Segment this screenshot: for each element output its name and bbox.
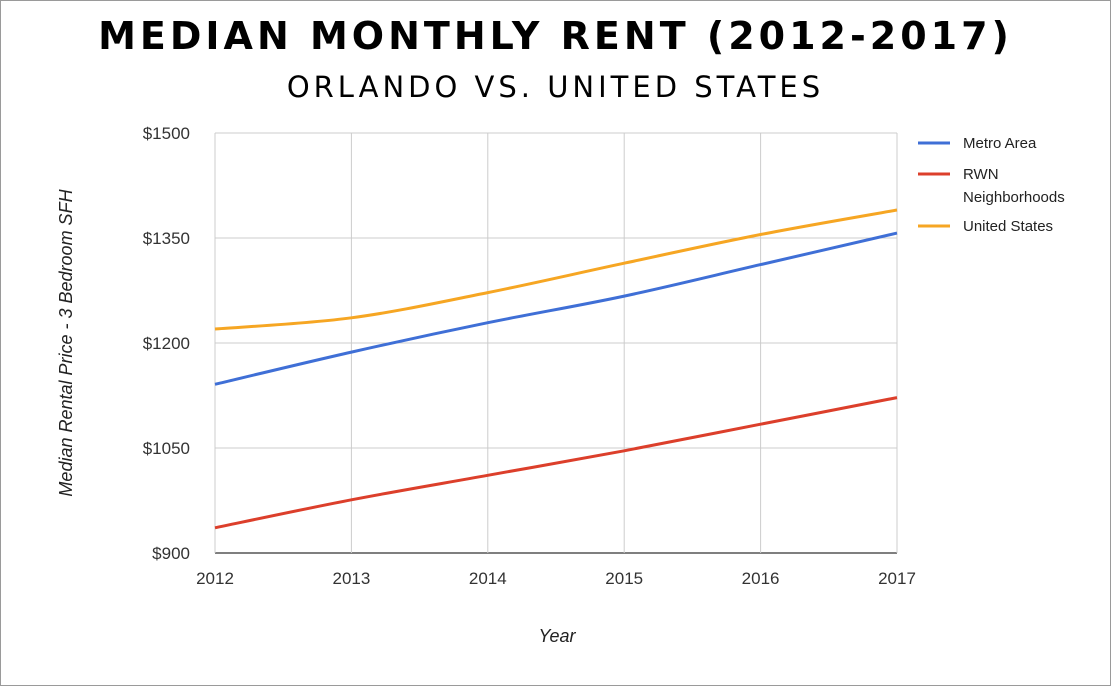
legend-label: United States [963, 218, 1053, 235]
y-tick-label: $1050 [143, 439, 190, 458]
x-tick-label: 2013 [332, 569, 370, 588]
legend: Metro Area RWN Neighborhoods United States [918, 135, 1065, 235]
x-axis-ticks: 2012 2013 2014 2015 2016 2017 [196, 569, 916, 588]
legend-label: Neighborhoods [963, 189, 1065, 206]
x-tick-label: 2015 [605, 569, 643, 588]
x-tick-label: 2012 [196, 569, 234, 588]
x-tick-label: 2014 [469, 569, 507, 588]
series-lines [214, 208, 898, 530]
chart-subtitle: ORLANDO VS. UNITED STATES [286, 70, 825, 104]
legend-label: Metro Area [963, 135, 1037, 152]
chart-title: MEDIAN MONTHLY RENT (2012-2017) [98, 14, 1013, 58]
grid [214, 132, 898, 554]
x-tick-label: 2016 [742, 569, 780, 588]
y-tick-label: $1500 [143, 124, 190, 143]
y-tick-label: $1350 [143, 229, 190, 248]
y-axis-ticks: $900 $1050 $1200 $1350 $1500 [143, 124, 190, 563]
series-line-united-states [214, 208, 898, 331]
series-line-metro-area [214, 231, 898, 386]
y-tick-label: $1200 [143, 334, 190, 353]
x-axis-label: Year [538, 626, 576, 646]
y-axis-label: Median Rental Price - 3 Bedroom SFH [56, 188, 76, 496]
legend-label: RWN [963, 166, 999, 183]
y-tick-label: $900 [152, 544, 190, 563]
x-tick-label: 2017 [878, 569, 916, 588]
series-line-rwn-neighborhoods [214, 396, 898, 530]
